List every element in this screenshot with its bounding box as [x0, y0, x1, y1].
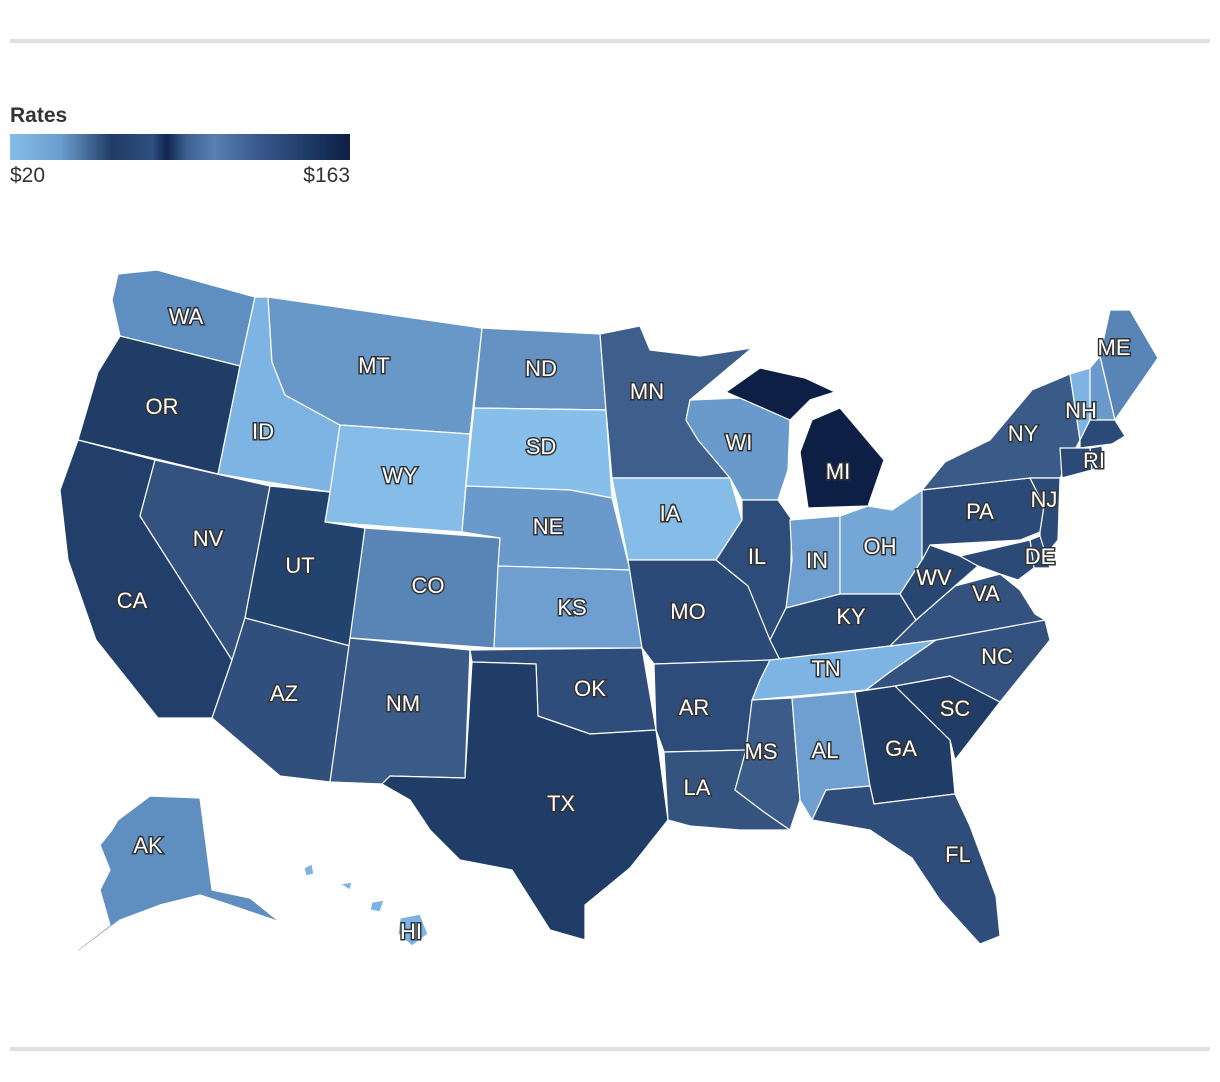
state-label-wa: WA	[169, 304, 204, 329]
state-label-ks: KS	[557, 595, 586, 620]
state-label-ia: IA	[660, 501, 681, 526]
state-or[interactable]	[77, 335, 241, 475]
state-label-nj: NJ	[1031, 487, 1058, 512]
legend-labels: $20 $163	[10, 164, 350, 190]
state-me[interactable]	[1099, 309, 1159, 421]
state-label-nd: ND	[525, 356, 557, 381]
state-label-wy: WY	[382, 463, 418, 488]
state-label-mi: MI	[826, 459, 850, 484]
legend-gradient-bar	[10, 134, 350, 160]
state-label-mo: MO	[670, 599, 705, 624]
state-label-id: ID	[252, 419, 274, 444]
state-label-hi: HI	[400, 919, 422, 944]
state-label-az: AZ	[270, 681, 298, 706]
state-label-de: DE	[1025, 544, 1056, 569]
state-label-sc: SC	[940, 696, 971, 721]
state-label-nm: NM	[386, 691, 420, 716]
state-label-ut: UT	[285, 553, 314, 578]
state-label-tx: TX	[547, 791, 575, 816]
state-label-al: AL	[812, 738, 839, 763]
state-label-mt: MT	[358, 353, 390, 378]
state-label-ar: AR	[679, 695, 710, 720]
state-label-ok: OK	[574, 676, 606, 701]
top-divider	[10, 39, 1210, 43]
state-label-tn: TN	[811, 656, 840, 681]
labels-layer: WA OR CA ID NV MT WY UT AZ CO NM ND SD N…	[115, 302, 1132, 945]
state-label-sd: SD	[526, 434, 557, 459]
state-label-ak: AK	[133, 833, 163, 858]
state-label-ne: NE	[533, 514, 564, 539]
state-label-ny: NY	[1008, 421, 1039, 446]
state-label-co: CO	[412, 573, 445, 598]
state-fl[interactable]	[811, 785, 1001, 945]
state-hi[interactable]	[303, 863, 429, 947]
state-wy[interactable]	[324, 424, 471, 533]
states-layer	[59, 269, 1159, 955]
legend-title: Rates	[10, 104, 68, 127]
state-label-ms: MS	[745, 739, 778, 764]
state-label-nv: NV	[193, 526, 224, 551]
state-label-me: ME	[1098, 335, 1131, 360]
state-label-ga: GA	[885, 736, 917, 761]
state-label-wv: WV	[916, 565, 952, 590]
state-label-ri: RI	[1083, 448, 1105, 473]
state-label-in: IN	[806, 548, 828, 573]
state-label-ca: CA	[117, 588, 148, 613]
state-label-il: IL	[748, 544, 766, 569]
state-md[interactable]	[959, 539, 1035, 581]
state-label-la: LA	[684, 775, 711, 800]
state-label-va: VA	[972, 581, 1000, 606]
state-label-fl: FL	[945, 842, 971, 867]
state-label-or: OR	[146, 394, 179, 419]
state-ak[interactable]	[71, 795, 281, 955]
state-label-nc: NC	[981, 644, 1013, 669]
state-ri[interactable]	[1089, 445, 1105, 471]
state-label-ky: KY	[836, 604, 866, 629]
state-label-wi: WI	[726, 430, 753, 455]
legend-max-label: $163	[303, 164, 350, 187]
state-label-nh: NH	[1065, 398, 1097, 423]
state-label-pa: PA	[966, 499, 994, 524]
state-label-oh: OH	[864, 534, 897, 559]
bottom-divider	[10, 1047, 1210, 1051]
color-legend: Rates $20 $163	[10, 104, 350, 190]
state-tx[interactable]	[381, 661, 669, 941]
state-label-mn: MN	[630, 379, 664, 404]
state-ny[interactable]	[921, 373, 1081, 491]
legend-min-label: $20	[10, 164, 46, 187]
